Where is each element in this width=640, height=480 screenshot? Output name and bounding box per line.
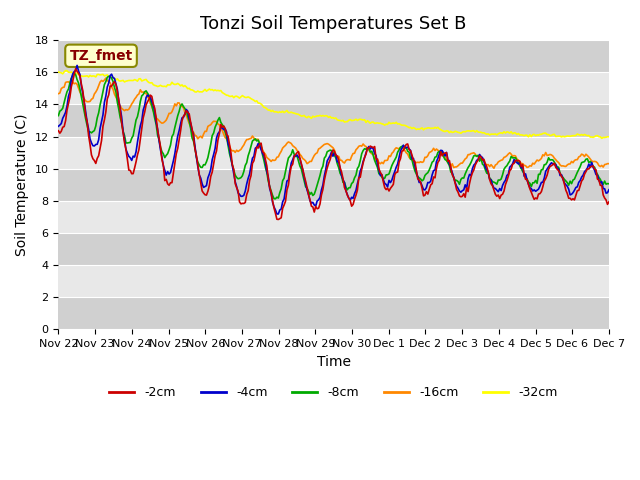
Bar [58, 40, 609, 72]
Bar [58, 297, 609, 329]
Legend: -2cm, -4cm, -8cm, -16cm, -32cm: -2cm, -4cm, -8cm, -16cm, -32cm [104, 381, 563, 404]
Text: TZ_fmet: TZ_fmet [69, 49, 132, 63]
Bar [58, 168, 609, 201]
Bar [58, 265, 609, 297]
Bar [58, 136, 609, 168]
Bar [58, 104, 609, 136]
X-axis label: Time: Time [317, 355, 351, 369]
Bar [58, 201, 609, 233]
Title: Tonzi Soil Temperatures Set B: Tonzi Soil Temperatures Set B [200, 15, 467, 33]
Bar [58, 233, 609, 265]
Y-axis label: Soil Temperature (C): Soil Temperature (C) [15, 113, 29, 256]
Bar [58, 72, 609, 104]
